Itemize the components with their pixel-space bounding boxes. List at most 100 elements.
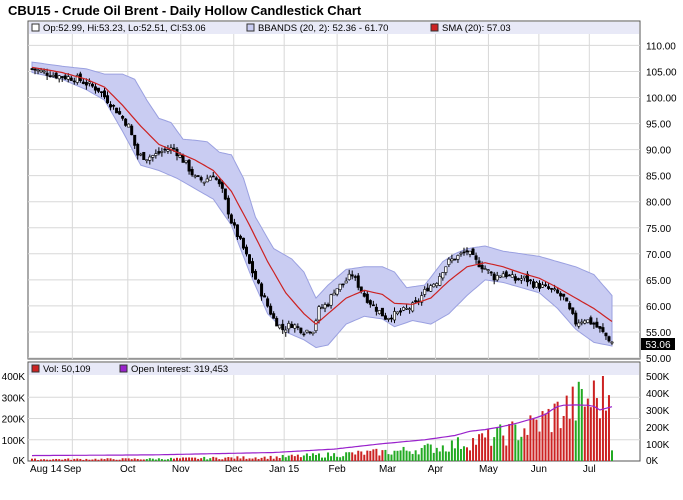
candle-body: [405, 307, 409, 310]
volume-bar: [206, 459, 209, 461]
volume-bar: [52, 459, 55, 461]
candle-body: [592, 322, 596, 325]
candle-body: [154, 153, 158, 156]
bbands-legend-swatch: [246, 23, 255, 32]
price-tick-label: 50.00: [646, 354, 671, 365]
volume-bar: [233, 458, 236, 461]
volume-bar: [311, 453, 314, 461]
volume-bar: [595, 398, 598, 461]
candle-body: [99, 91, 103, 93]
volume-bar: [94, 458, 97, 461]
candle-body: [447, 258, 451, 265]
volume-bar: [130, 459, 133, 461]
candle-body: [583, 320, 587, 324]
candle-body: [498, 275, 502, 278]
volume-bar: [203, 456, 206, 461]
volume-bar: [333, 453, 336, 461]
candle-body: [468, 250, 472, 255]
candle-body: [208, 176, 212, 181]
candle-body: [66, 76, 70, 80]
candle-body: [323, 304, 327, 309]
candle-body: [214, 177, 218, 180]
volume-bar: [293, 456, 296, 461]
candle-body: [130, 125, 134, 136]
oi-legend-text: Open Interest: 319,453: [131, 364, 228, 375]
volume-bar: [88, 459, 91, 461]
candle-body: [63, 75, 67, 80]
candle-body: [251, 261, 255, 274]
volume-bar: [411, 453, 414, 461]
volume-bar: [278, 457, 281, 461]
volume-bar: [218, 459, 221, 461]
volume-bar: [127, 458, 130, 461]
candle-body: [329, 294, 333, 306]
volume-bar: [275, 456, 278, 461]
open-interest-line: [31, 404, 613, 457]
candle-body: [450, 258, 454, 262]
volume-bar: [61, 459, 64, 461]
oi-tick-label: 500K: [646, 372, 670, 383]
candle-body: [534, 281, 538, 288]
price-tick-label: 105.00: [646, 67, 677, 78]
ohlc-legend-text: Op:52.99, Hi:53.23, Lo:52.51, Cl:53.06: [43, 23, 206, 34]
volume-bar: [517, 440, 520, 461]
volume-bar: [589, 407, 592, 461]
volume-bar: [287, 455, 290, 461]
volume-bar: [490, 445, 493, 461]
candle-body: [284, 329, 288, 333]
volume-gridlines: [28, 375, 640, 461]
candle-body: [106, 95, 110, 104]
candle-body: [483, 268, 487, 270]
volume-bar: [172, 458, 175, 461]
volume-bar: [55, 458, 58, 461]
volume-bar: [453, 448, 456, 461]
volume-bar: [272, 458, 275, 461]
time-tick-label: May: [479, 464, 498, 475]
candle-body: [93, 86, 97, 91]
volume-bar: [82, 459, 85, 461]
volume-bar: [547, 408, 550, 461]
candle-body: [229, 214, 233, 224]
candle-body: [465, 250, 469, 253]
candle-body: [232, 222, 236, 226]
volume-bar: [559, 428, 562, 461]
candle-body: [586, 319, 590, 323]
chart-title: CBU15 - Crude Oil Brent - Daily Hollow C…: [8, 3, 362, 18]
volume-bar: [308, 455, 311, 461]
time-axis-labels: Aug 14 Sep Oct Nov Dec Jan 15 Feb Mar Apr May Jun J…: [30, 464, 596, 475]
volume-bar: [263, 456, 266, 461]
candle-body: [48, 75, 52, 78]
price-tick-label: 70.00: [646, 250, 671, 261]
candle-body: [562, 293, 566, 297]
candle-body: [320, 307, 324, 310]
candle-body: [163, 148, 167, 151]
volume-bar: [345, 452, 348, 461]
volume-bar: [121, 458, 124, 461]
price-tick-label: 90.00: [646, 146, 671, 157]
candle-body: [54, 72, 58, 79]
candle-body: [314, 320, 318, 331]
candle-body: [386, 317, 390, 320]
volume-tick-label: 0K: [13, 456, 26, 467]
volume-bar: [49, 459, 52, 461]
volume-bar: [209, 458, 212, 461]
volume-bar: [115, 459, 118, 461]
volume-bar: [290, 454, 293, 461]
volume-bar: [200, 458, 203, 461]
candle-body: [296, 326, 300, 328]
candle-body: [489, 271, 493, 274]
last-price-label: 53.06: [645, 340, 670, 351]
candle-body: [435, 283, 439, 287]
volume-legend-bar: [29, 363, 639, 375]
volume-bar: [339, 457, 342, 461]
candle-body: [580, 321, 584, 324]
volume-bar: [354, 454, 357, 461]
price-tick-label: 80.00: [646, 198, 671, 209]
volume-bar: [574, 420, 577, 461]
volume-bar: [538, 431, 541, 461]
volume-bar: [417, 454, 420, 461]
volume-bar: [327, 452, 330, 461]
volume-bar: [529, 415, 532, 461]
candle-body: [290, 323, 294, 328]
candle-body: [531, 281, 535, 288]
